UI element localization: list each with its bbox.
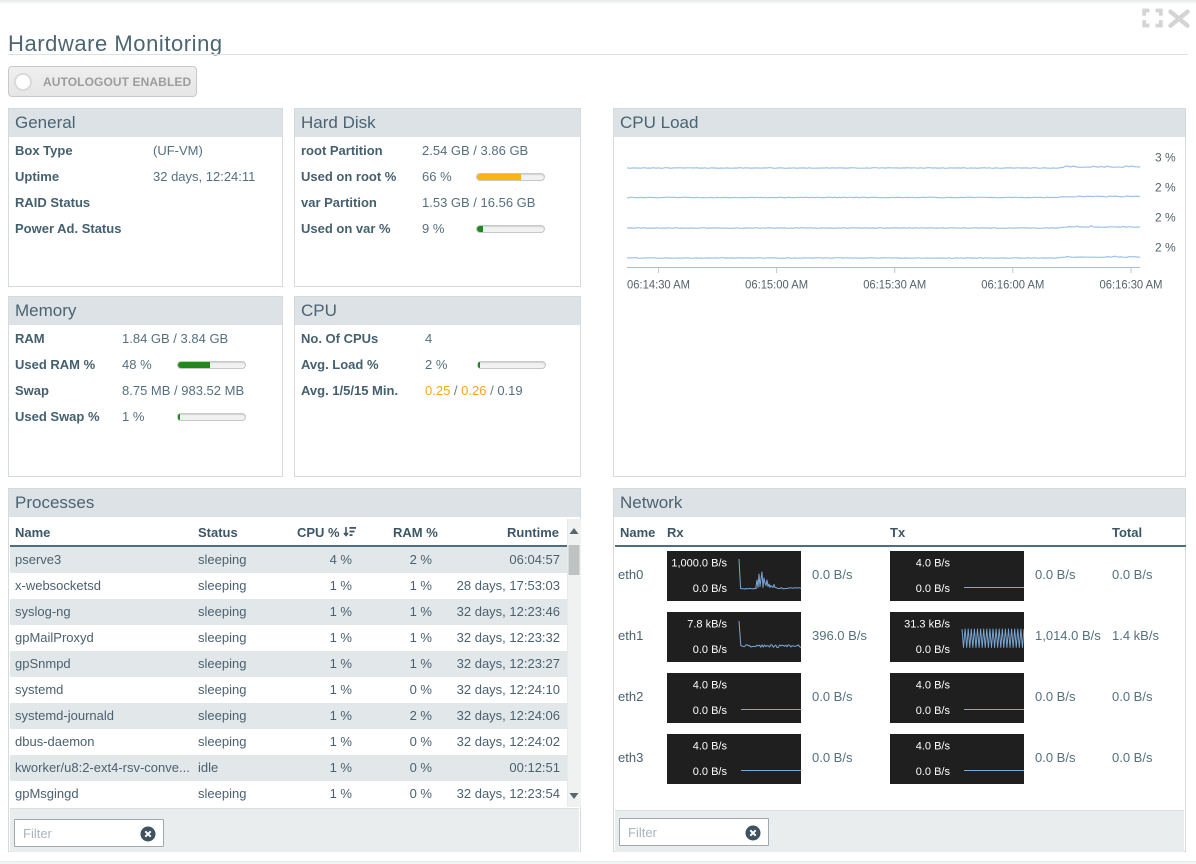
svg-text:4.0 B/s: 4.0 B/s	[693, 741, 728, 753]
svg-text:1,000.0 B/s: 1,000.0 B/s	[671, 558, 727, 570]
svg-text:06:15:30 AM: 06:15:30 AM	[863, 278, 926, 292]
svg-text:2 %: 2 %	[1155, 181, 1176, 195]
svg-text:3 %: 3 %	[1155, 151, 1176, 165]
svg-text:06:14:30 AM: 06:14:30 AM	[627, 278, 690, 292]
svg-text:0.0 B/s: 0.0 B/s	[916, 644, 951, 656]
svg-text:0.0 B/s: 0.0 B/s	[693, 705, 728, 717]
svg-text:2 %: 2 %	[1155, 241, 1176, 255]
svg-text:7.8 kB/s: 7.8 kB/s	[687, 619, 727, 631]
svg-text:31.3 kB/s: 31.3 kB/s	[904, 619, 950, 631]
svg-text:0.0 B/s: 0.0 B/s	[916, 583, 951, 595]
svg-text:4.0 B/s: 4.0 B/s	[916, 741, 951, 753]
svg-text:06:15:00 AM: 06:15:00 AM	[745, 278, 808, 292]
svg-text:06:16:00 AM: 06:16:00 AM	[981, 278, 1044, 292]
svg-text:4.0 B/s: 4.0 B/s	[916, 558, 951, 570]
svg-text:4.0 B/s: 4.0 B/s	[693, 680, 728, 692]
svg-text:0.0 B/s: 0.0 B/s	[693, 644, 728, 656]
svg-text:0.0 B/s: 0.0 B/s	[693, 766, 728, 778]
svg-text:0.0 B/s: 0.0 B/s	[916, 766, 951, 778]
svg-text:06:16:30 AM: 06:16:30 AM	[1100, 278, 1163, 292]
svg-text:0.0 B/s: 0.0 B/s	[916, 705, 951, 717]
svg-text:2 %: 2 %	[1155, 211, 1176, 225]
svg-text:0.0 B/s: 0.0 B/s	[693, 583, 728, 595]
svg-text:4.0 B/s: 4.0 B/s	[916, 680, 951, 692]
